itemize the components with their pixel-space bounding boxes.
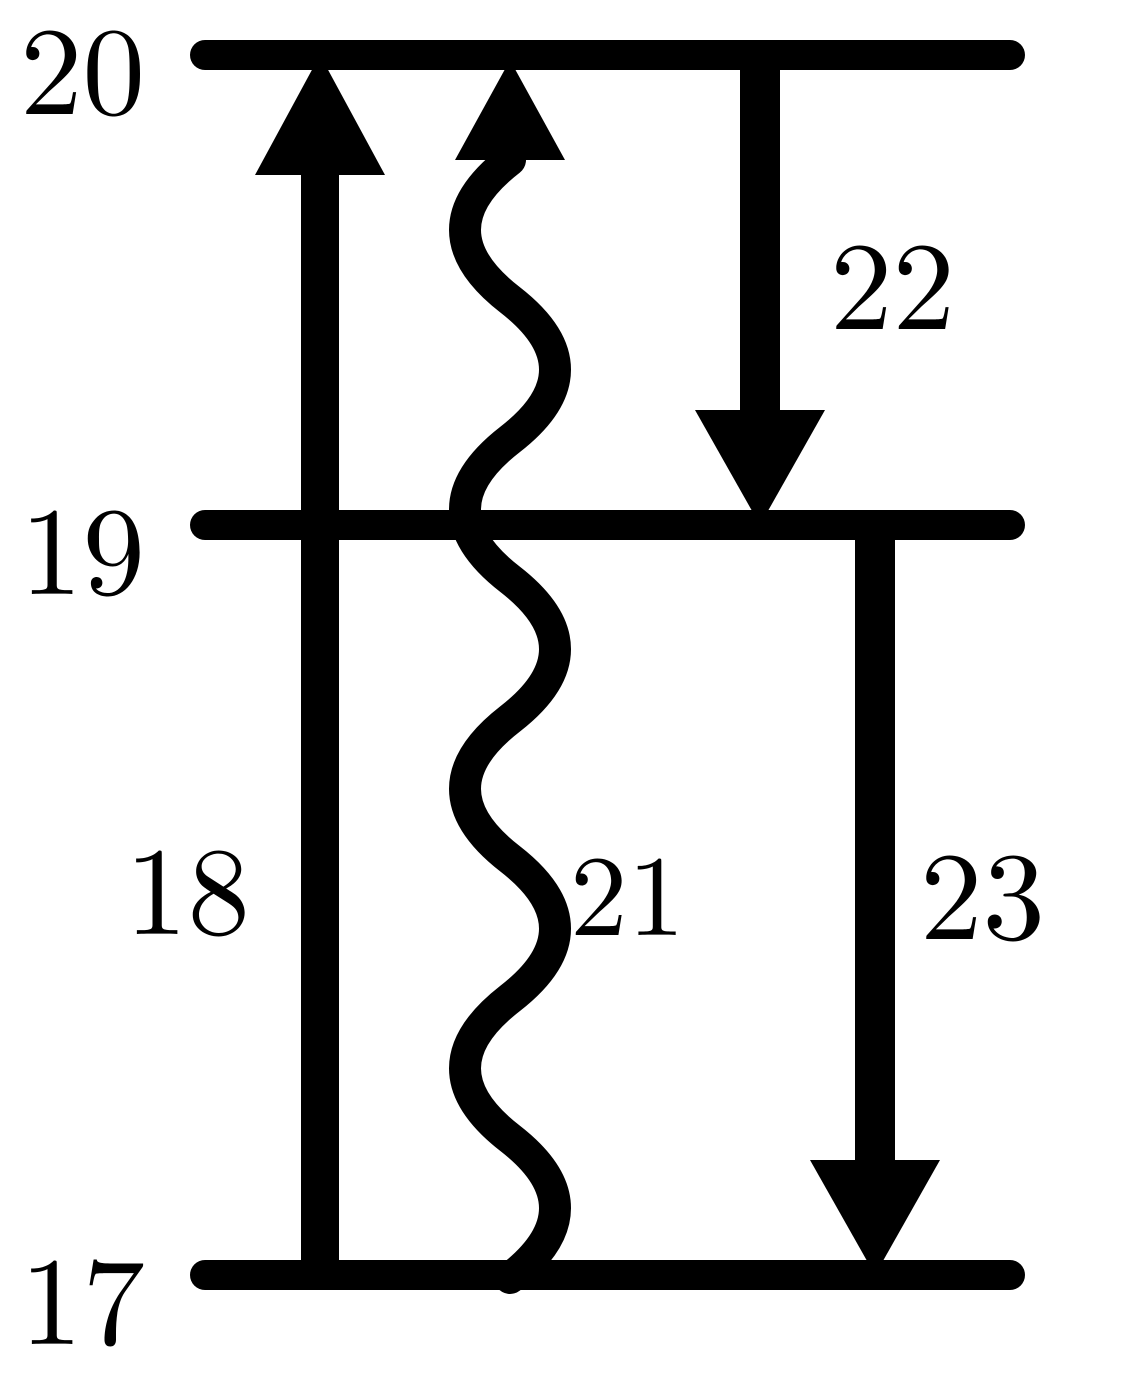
arrow-21-head bbox=[455, 60, 565, 160]
diagram-svg bbox=[0, 0, 1129, 1319]
arrow-18-head bbox=[255, 55, 385, 175]
arrow-21-shaft bbox=[465, 160, 555, 1278]
level-bottom-label: 17 bbox=[20, 1230, 145, 1355]
arrow-18-label: 18 bbox=[125, 820, 250, 945]
arrow-23-head bbox=[810, 1160, 940, 1275]
level-top-label: 20 bbox=[20, 0, 145, 125]
arrow-22-label: 22 bbox=[830, 215, 955, 340]
diagram-stage: 20 19 17 18 21 22 23 bbox=[0, 0, 1129, 1319]
arrow-21-label: 21 bbox=[570, 830, 685, 945]
arrow-22-head bbox=[695, 410, 825, 525]
arrow-23-label: 23 bbox=[920, 825, 1045, 950]
level-middle-label: 19 bbox=[20, 480, 145, 605]
